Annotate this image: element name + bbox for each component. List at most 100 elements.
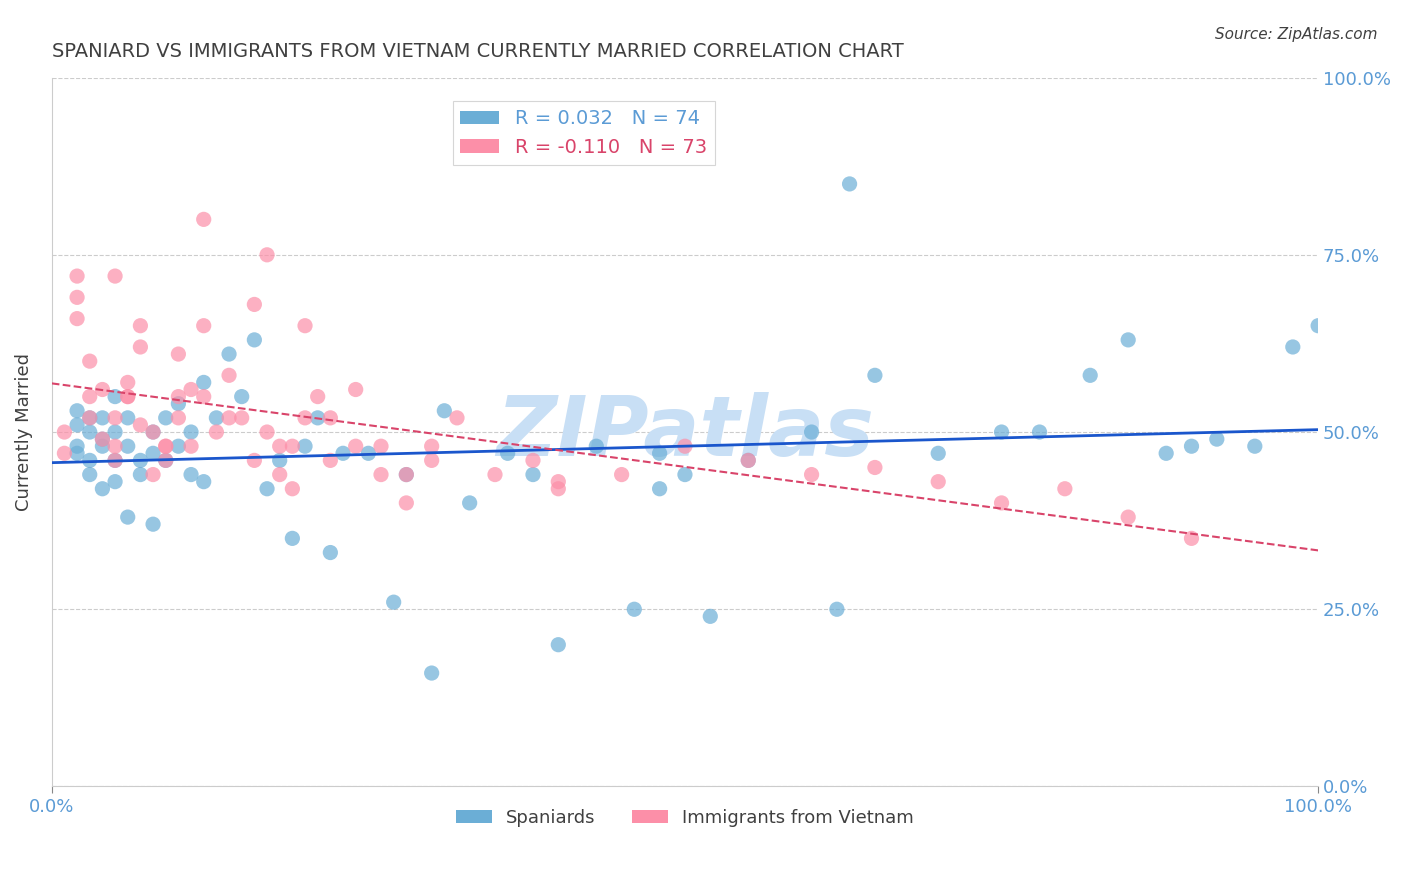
Point <box>66 417 89 432</box>
Point <box>585 439 607 453</box>
Point <box>1053 482 1076 496</box>
Point <box>155 439 177 453</box>
Point <box>1180 439 1202 453</box>
Point <box>193 390 215 404</box>
Point <box>129 467 152 482</box>
Point <box>193 318 215 333</box>
Point <box>863 368 886 383</box>
Point <box>395 467 418 482</box>
Point <box>91 383 114 397</box>
Point <box>79 453 101 467</box>
Point <box>91 432 114 446</box>
Point <box>370 439 392 453</box>
Point <box>167 347 190 361</box>
Point <box>205 425 228 439</box>
Point <box>91 439 114 453</box>
Point <box>117 439 139 453</box>
Point <box>269 439 291 453</box>
Point <box>332 446 354 460</box>
Point <box>104 269 127 284</box>
Point <box>420 439 443 453</box>
Point <box>370 467 392 482</box>
Point <box>1180 532 1202 546</box>
Point <box>218 410 240 425</box>
Point <box>319 410 342 425</box>
Point <box>218 347 240 361</box>
Point <box>458 496 481 510</box>
Point <box>281 532 304 546</box>
Point <box>1154 446 1177 460</box>
Point <box>1205 432 1227 446</box>
Point <box>243 297 266 311</box>
Point <box>66 404 89 418</box>
Point <box>79 410 101 425</box>
Point <box>66 269 89 284</box>
Point <box>193 212 215 227</box>
Point <box>623 602 645 616</box>
Point <box>484 467 506 482</box>
Point <box>66 311 89 326</box>
Point <box>218 368 240 383</box>
Point <box>117 376 139 390</box>
Point <box>319 545 342 559</box>
Point <box>699 609 721 624</box>
Point <box>104 410 127 425</box>
Point <box>66 446 89 460</box>
Point <box>522 467 544 482</box>
Point <box>155 453 177 467</box>
Point <box>522 453 544 467</box>
Point <box>673 439 696 453</box>
Legend: Spaniards, Immigrants from Vietnam: Spaniards, Immigrants from Vietnam <box>449 802 921 834</box>
Point <box>79 425 101 439</box>
Point <box>205 410 228 425</box>
Point <box>155 453 177 467</box>
Point <box>990 496 1012 510</box>
Text: Source: ZipAtlas.com: Source: ZipAtlas.com <box>1215 27 1378 42</box>
Point <box>281 439 304 453</box>
Point <box>117 410 139 425</box>
Point <box>1116 510 1139 524</box>
Point <box>243 333 266 347</box>
Point <box>53 425 76 439</box>
Point <box>269 453 291 467</box>
Point <box>256 482 278 496</box>
Point <box>104 439 127 453</box>
Point <box>737 453 759 467</box>
Point <box>79 354 101 368</box>
Point <box>800 425 823 439</box>
Point <box>1281 340 1303 354</box>
Point <box>79 390 101 404</box>
Point <box>129 453 152 467</box>
Y-axis label: Currently Married: Currently Married <box>15 353 32 511</box>
Point <box>357 446 380 460</box>
Point <box>231 410 253 425</box>
Point <box>91 410 114 425</box>
Point <box>496 446 519 460</box>
Point <box>610 467 633 482</box>
Point <box>104 453 127 467</box>
Point <box>281 482 304 496</box>
Point <box>180 383 202 397</box>
Point <box>66 290 89 304</box>
Point <box>193 475 215 489</box>
Point <box>294 439 316 453</box>
Point <box>446 410 468 425</box>
Point <box>117 390 139 404</box>
Point <box>53 446 76 460</box>
Point <box>117 390 139 404</box>
Point <box>155 410 177 425</box>
Point <box>1308 318 1330 333</box>
Point <box>180 425 202 439</box>
Point <box>79 410 101 425</box>
Point <box>433 404 456 418</box>
Point <box>256 425 278 439</box>
Point <box>547 475 569 489</box>
Point <box>307 390 329 404</box>
Point <box>180 467 202 482</box>
Point <box>269 467 291 482</box>
Point <box>142 425 165 439</box>
Point <box>104 390 127 404</box>
Point <box>1028 425 1050 439</box>
Point <box>129 417 152 432</box>
Point <box>104 425 127 439</box>
